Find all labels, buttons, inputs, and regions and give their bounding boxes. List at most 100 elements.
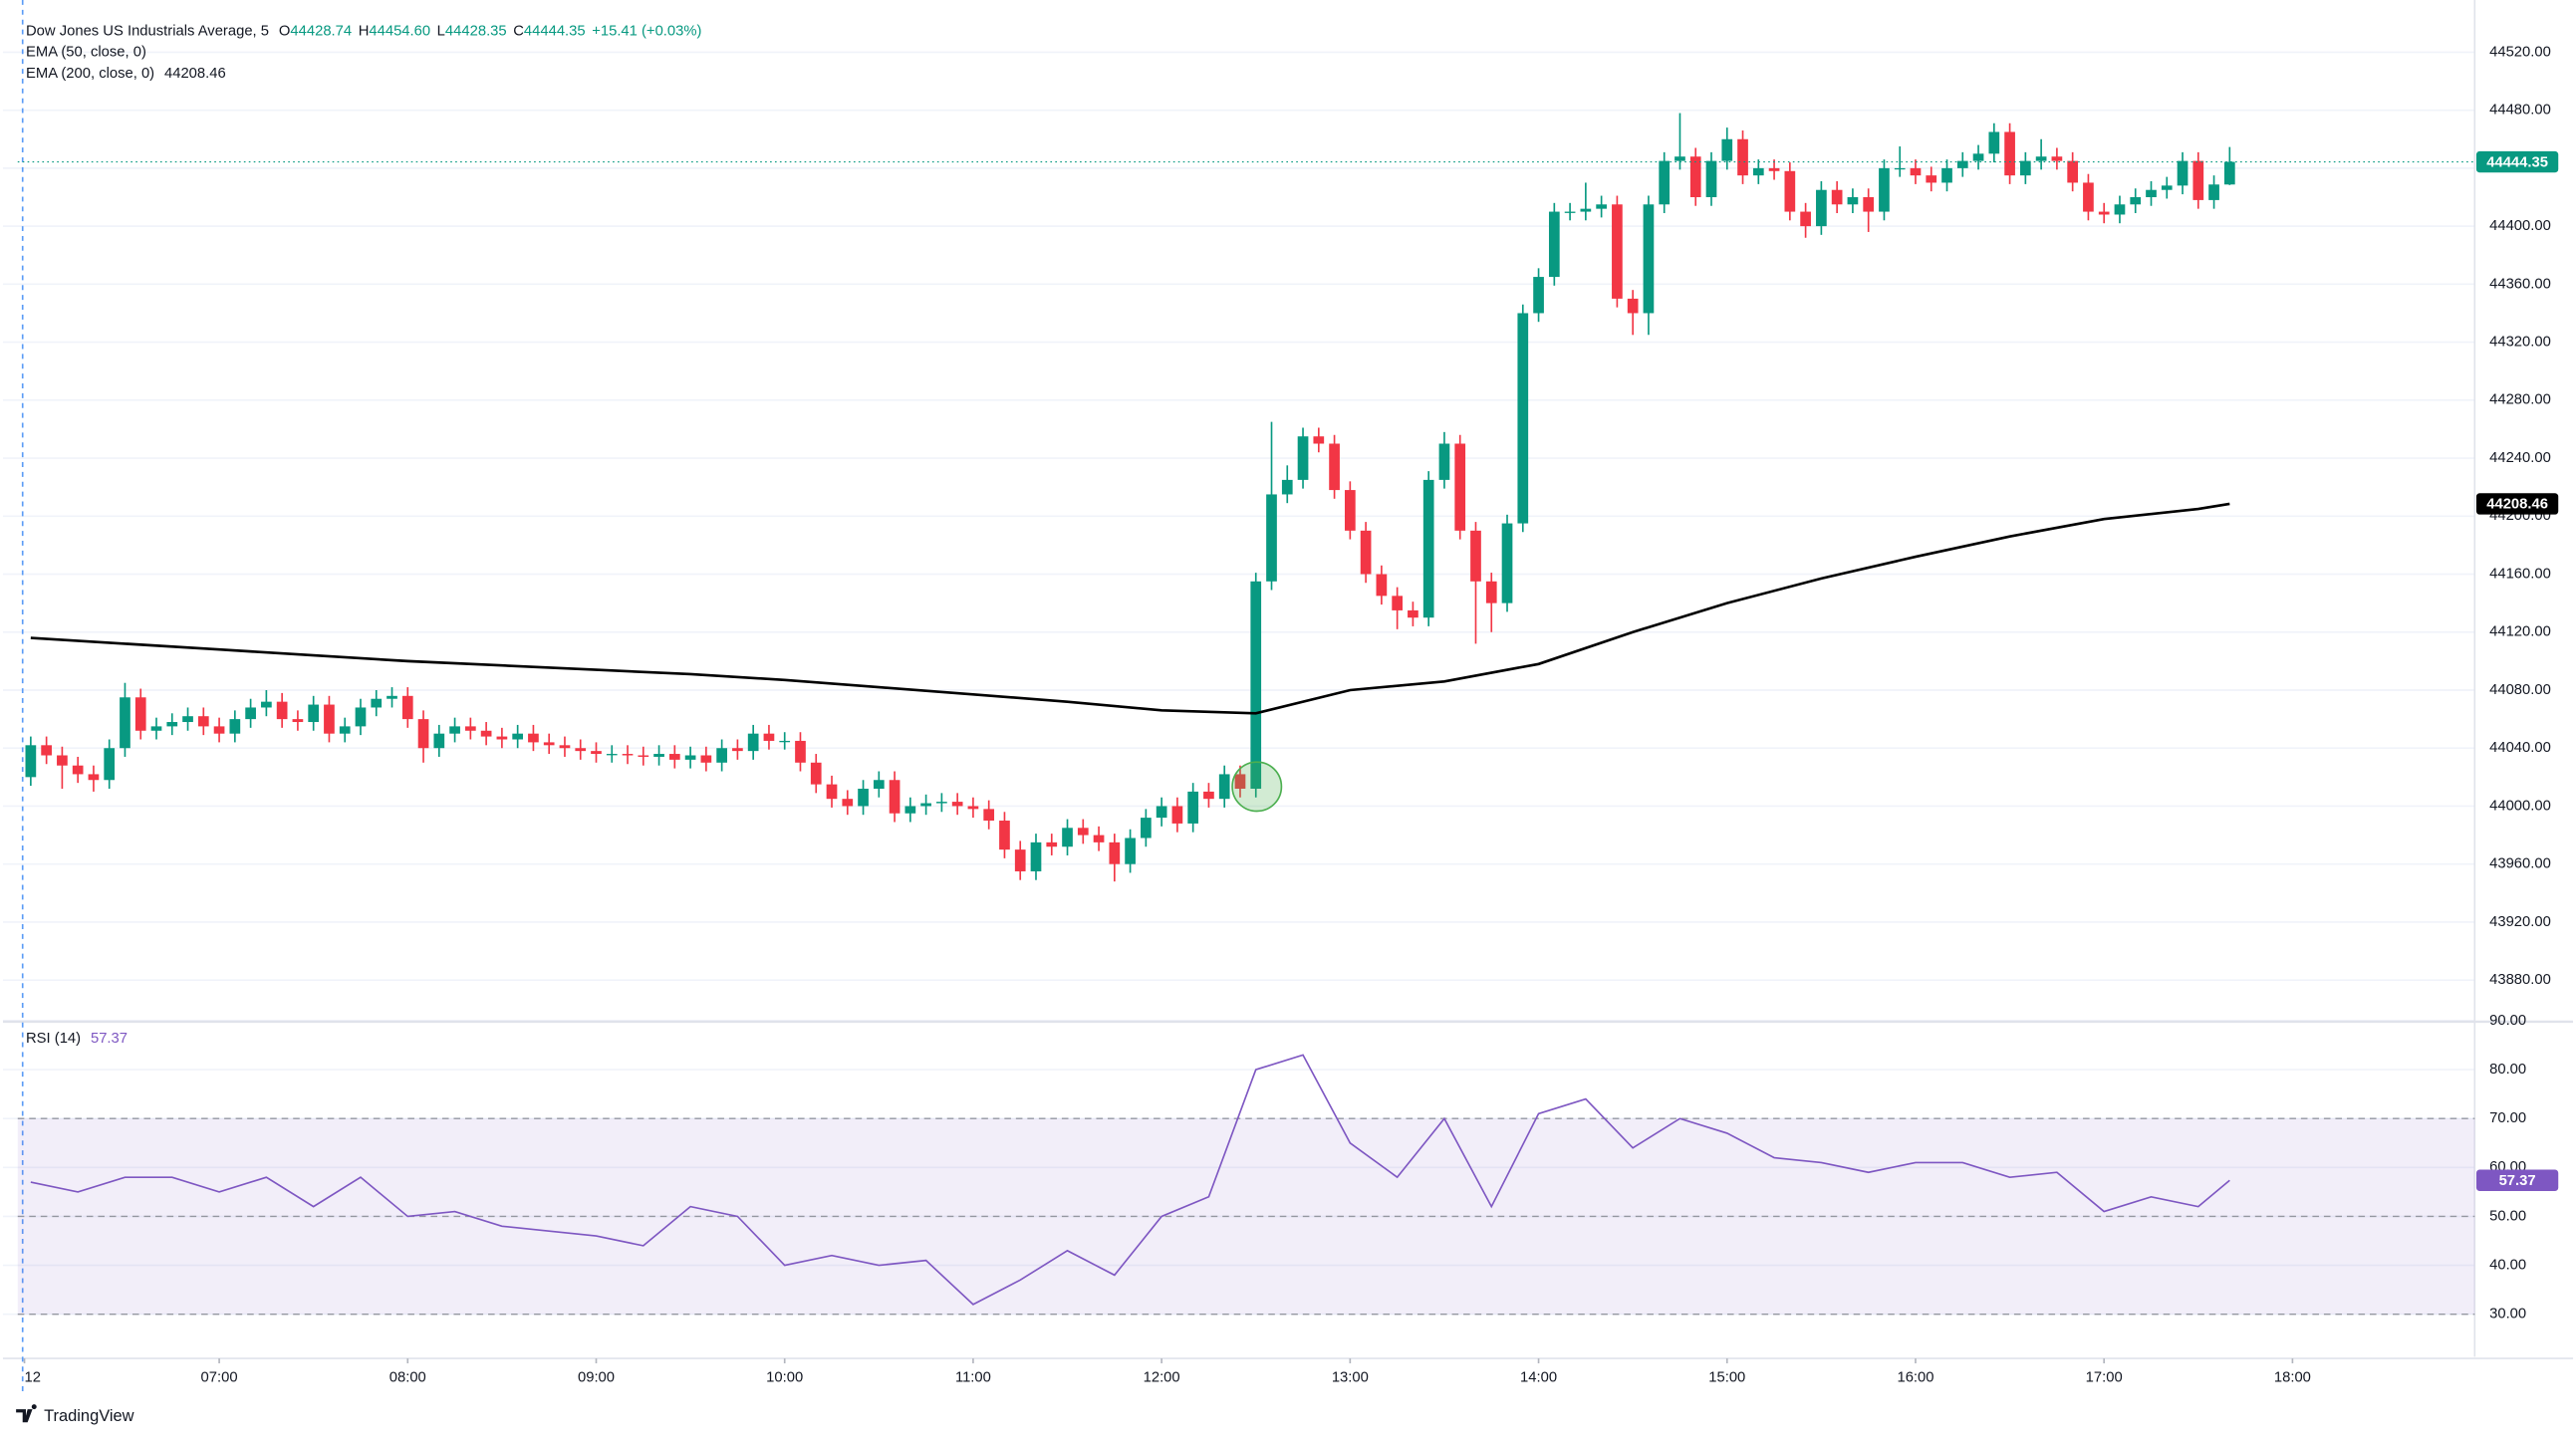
- rsi-tick-label: 40.00: [2489, 1257, 2526, 1273]
- candle-body: [1501, 523, 1513, 603]
- candle-body: [1454, 443, 1466, 531]
- x-tick-label: 10:00: [766, 1370, 803, 1386]
- candle-body: [951, 802, 963, 807]
- candle-body: [496, 736, 508, 740]
- candle-body: [1816, 189, 1827, 227]
- candle-body: [1910, 167, 1922, 176]
- candle-body: [1250, 581, 1262, 789]
- candle-body: [1485, 581, 1497, 603]
- candle-body: [2130, 196, 2142, 205]
- candle-body: [1046, 841, 1058, 847]
- candle-body: [1972, 153, 1984, 161]
- axes: 43880.00 43920.00 43960.00 44000.00 44040.00…: [23, 44, 2559, 1386]
- x-tick-label: 14:00: [1520, 1370, 1557, 1386]
- candle-body: [276, 701, 288, 720]
- candle-body: [668, 754, 680, 760]
- y-tick-label: 44360.00: [2489, 276, 2551, 292]
- candle-body: [245, 707, 256, 720]
- candle-body: [1768, 167, 1780, 171]
- candle-body: [1752, 167, 1764, 176]
- x-tick-label: 13:00: [1332, 1370, 1369, 1386]
- candle-body: [1627, 298, 1639, 314]
- candle-body: [2098, 211, 2110, 215]
- y-tick-label: 43880.00: [2489, 972, 2551, 988]
- branding-text: TradingView: [44, 1407, 134, 1425]
- candle-body: [858, 788, 869, 807]
- candle-body: [1533, 277, 1544, 314]
- ema200-name: EMA (200, close, 0): [26, 66, 154, 82]
- candle-body: [559, 745, 571, 749]
- candle-body: [1408, 609, 1418, 618]
- candle-body: [1879, 167, 1890, 212]
- candle-body: [1266, 494, 1277, 582]
- candle-body: [197, 716, 209, 727]
- candle-body: [213, 726, 225, 734]
- candle-body: [1674, 156, 1685, 161]
- candle-body: [1234, 774, 1246, 789]
- price-badge-label: 44208.46: [2486, 497, 2548, 513]
- y-tick-label: 44160.00: [2489, 566, 2551, 582]
- candle-body: [1659, 160, 1671, 205]
- rsi-name: RSI (14): [26, 1031, 81, 1047]
- y-tick-label: 44520.00: [2489, 44, 2551, 60]
- candle-body: [1109, 841, 1121, 864]
- candle-body: [889, 780, 901, 814]
- candle-body: [1360, 530, 1372, 575]
- ohlc-value: 44428.74: [290, 23, 352, 39]
- candle-body: [1344, 490, 1356, 531]
- candle-body: [826, 784, 838, 800]
- y-tick-label: 44240.00: [2489, 450, 2551, 466]
- x-tick-label: 17:00: [2086, 1370, 2123, 1386]
- candle-body: [700, 755, 712, 763]
- change: +15.41 (+0.03%): [592, 23, 701, 39]
- branding: TradingView: [16, 1404, 134, 1425]
- ohlc-letter: O: [279, 23, 291, 39]
- highlight-circle: [1231, 761, 1283, 813]
- candle-body: [779, 740, 791, 743]
- candle-body: [1125, 838, 1136, 864]
- candle-body: [2146, 189, 2157, 197]
- candle-body: [1392, 596, 1403, 610]
- candle-body: [25, 745, 37, 778]
- candle-body: [842, 799, 854, 807]
- candle-body: [2067, 160, 2079, 183]
- candle-body: [433, 733, 445, 749]
- candle-body: [1329, 443, 1340, 491]
- candle-body: [41, 745, 52, 756]
- candle-body: [999, 821, 1010, 850]
- candle-body: [2177, 160, 2189, 186]
- candle-body: [622, 754, 634, 756]
- candle-body: [1847, 196, 1859, 205]
- x-tick-label: 08:00: [389, 1370, 426, 1386]
- rsi-legend: RSI (14) 57.37: [26, 1031, 128, 1047]
- price-badge-label: 57.37: [2499, 1173, 2536, 1189]
- price-badge-label: 44444.35: [2486, 154, 2548, 170]
- candle-body: [528, 733, 539, 743]
- candle-body: [967, 806, 979, 810]
- candle-body: [1988, 131, 2000, 154]
- candle-body: [480, 730, 492, 737]
- candle-body: [810, 762, 822, 785]
- rsi-tick-label: 70.00: [2489, 1110, 2526, 1126]
- rsi-tick-label: 90.00: [2489, 1013, 2526, 1029]
- candle-body: [763, 733, 775, 741]
- candle-body: [324, 704, 335, 734]
- candle-body: [1737, 138, 1748, 176]
- candle-body: [1141, 818, 1152, 839]
- candle-body: [449, 726, 460, 734]
- ohlc-value: 44428.35: [445, 23, 507, 39]
- candle-body: [401, 695, 413, 720]
- candle-body: [512, 733, 524, 740]
- y-tick-label: 43920.00: [2489, 914, 2551, 930]
- ema200-legend: EMA (200, close, 0) 44208.46: [26, 66, 226, 82]
- candle-body: [2020, 160, 2031, 176]
- candle-body: [261, 701, 272, 708]
- price-badge: [2475, 150, 2559, 173]
- ohlc-letter: L: [437, 23, 445, 39]
- legend-title: Dow Jones US Industrials Average, 5 O4442…: [26, 23, 702, 39]
- y-tick-label: 44280.00: [2489, 392, 2551, 408]
- rsi-tick-label: 30.00: [2489, 1307, 2526, 1322]
- candle-body: [1438, 443, 1450, 480]
- candle-body: [1548, 211, 1560, 278]
